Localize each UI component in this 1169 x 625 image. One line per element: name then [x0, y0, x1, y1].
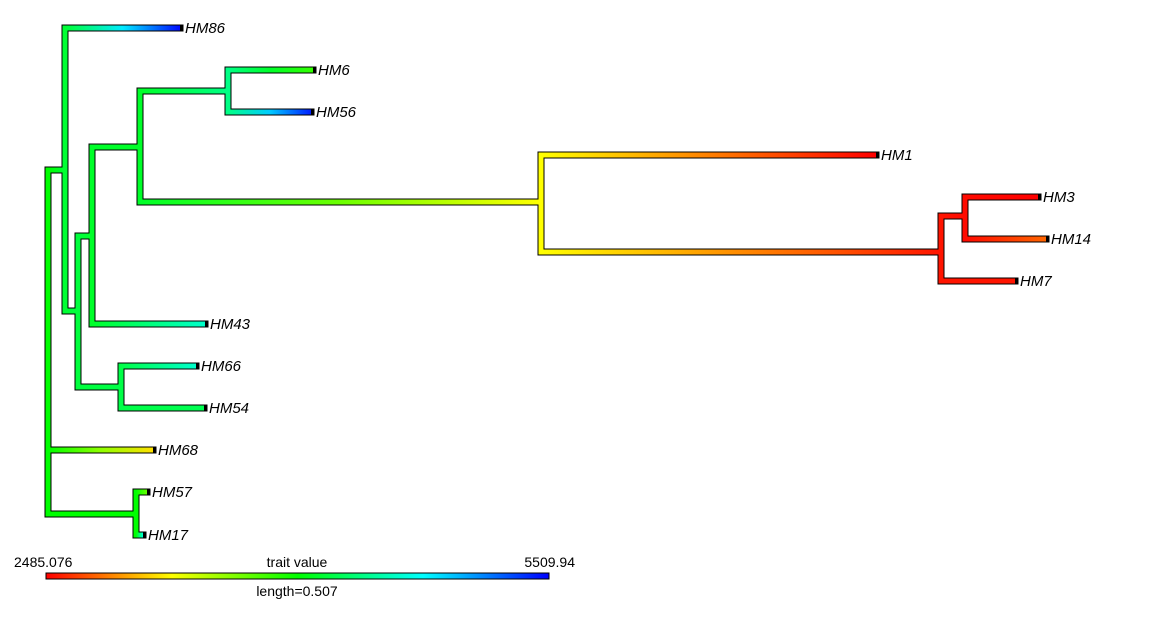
tip-labels: HM86 HM6 HM56 HM1 HM3 HM14 HM7 HM43 HM66… [148, 20, 1091, 544]
branch-HM3 [965, 194, 1038, 200]
branch-HM57 [136, 489, 147, 495]
legend-length-label: length=0.507 [256, 583, 338, 599]
tip-label-HM7: HM7 [1020, 273, 1052, 290]
legend-title: trait value [267, 554, 328, 570]
tip-label-HM57: HM57 [152, 484, 193, 501]
tip-label-HM1: HM1 [881, 147, 913, 164]
branch-root-j [48, 511, 136, 517]
tip-label-HM14: HM14 [1051, 231, 1091, 248]
legend-min-label: 2485.076 [14, 554, 73, 570]
tip-label-HM6: HM6 [318, 62, 350, 79]
branch-HM56 [228, 109, 311, 115]
tip-label-HM17: HM17 [148, 527, 189, 544]
branch-root-HM68 [48, 447, 153, 453]
branch-HM54 [121, 405, 204, 411]
connector-g [938, 213, 944, 284]
branch-d-f [140, 199, 541, 205]
tip-label-HM68: HM68 [158, 442, 199, 459]
branch-c-d [92, 144, 140, 150]
branch-HM6 [228, 67, 313, 73]
branch-HM17 [136, 532, 143, 538]
tip-label-HM86: HM86 [185, 20, 226, 37]
branch-root-a [48, 167, 65, 173]
branch-a-b [65, 308, 78, 314]
tip-label-HM3: HM3 [1043, 189, 1075, 206]
branch-g-h [941, 213, 965, 219]
connector-root [45, 167, 51, 517]
branch-b-c [78, 233, 92, 239]
tip-label-HM66: HM66 [201, 358, 242, 375]
tree-branches [44, 24, 1050, 539]
branch-HM14 [965, 236, 1046, 242]
color-legend: 2485.076 trait value 5509.94 length=0.50… [14, 554, 575, 599]
branch-d-e [140, 88, 228, 94]
branch-f-g [541, 249, 941, 255]
branch-HM7 [941, 278, 1015, 284]
legend-max-label: 5509.94 [524, 554, 575, 570]
branch-HM1 [541, 152, 876, 158]
branch-HM43 [92, 321, 205, 327]
branch-HM66 [121, 363, 196, 369]
branch-b-i [78, 384, 121, 390]
tip-label-HM56: HM56 [316, 104, 357, 121]
tip-label-HM54: HM54 [209, 400, 249, 417]
legend-color-bar [45, 572, 550, 580]
branch-HM86 [65, 25, 180, 31]
tip-label-HM43: HM43 [210, 316, 251, 333]
